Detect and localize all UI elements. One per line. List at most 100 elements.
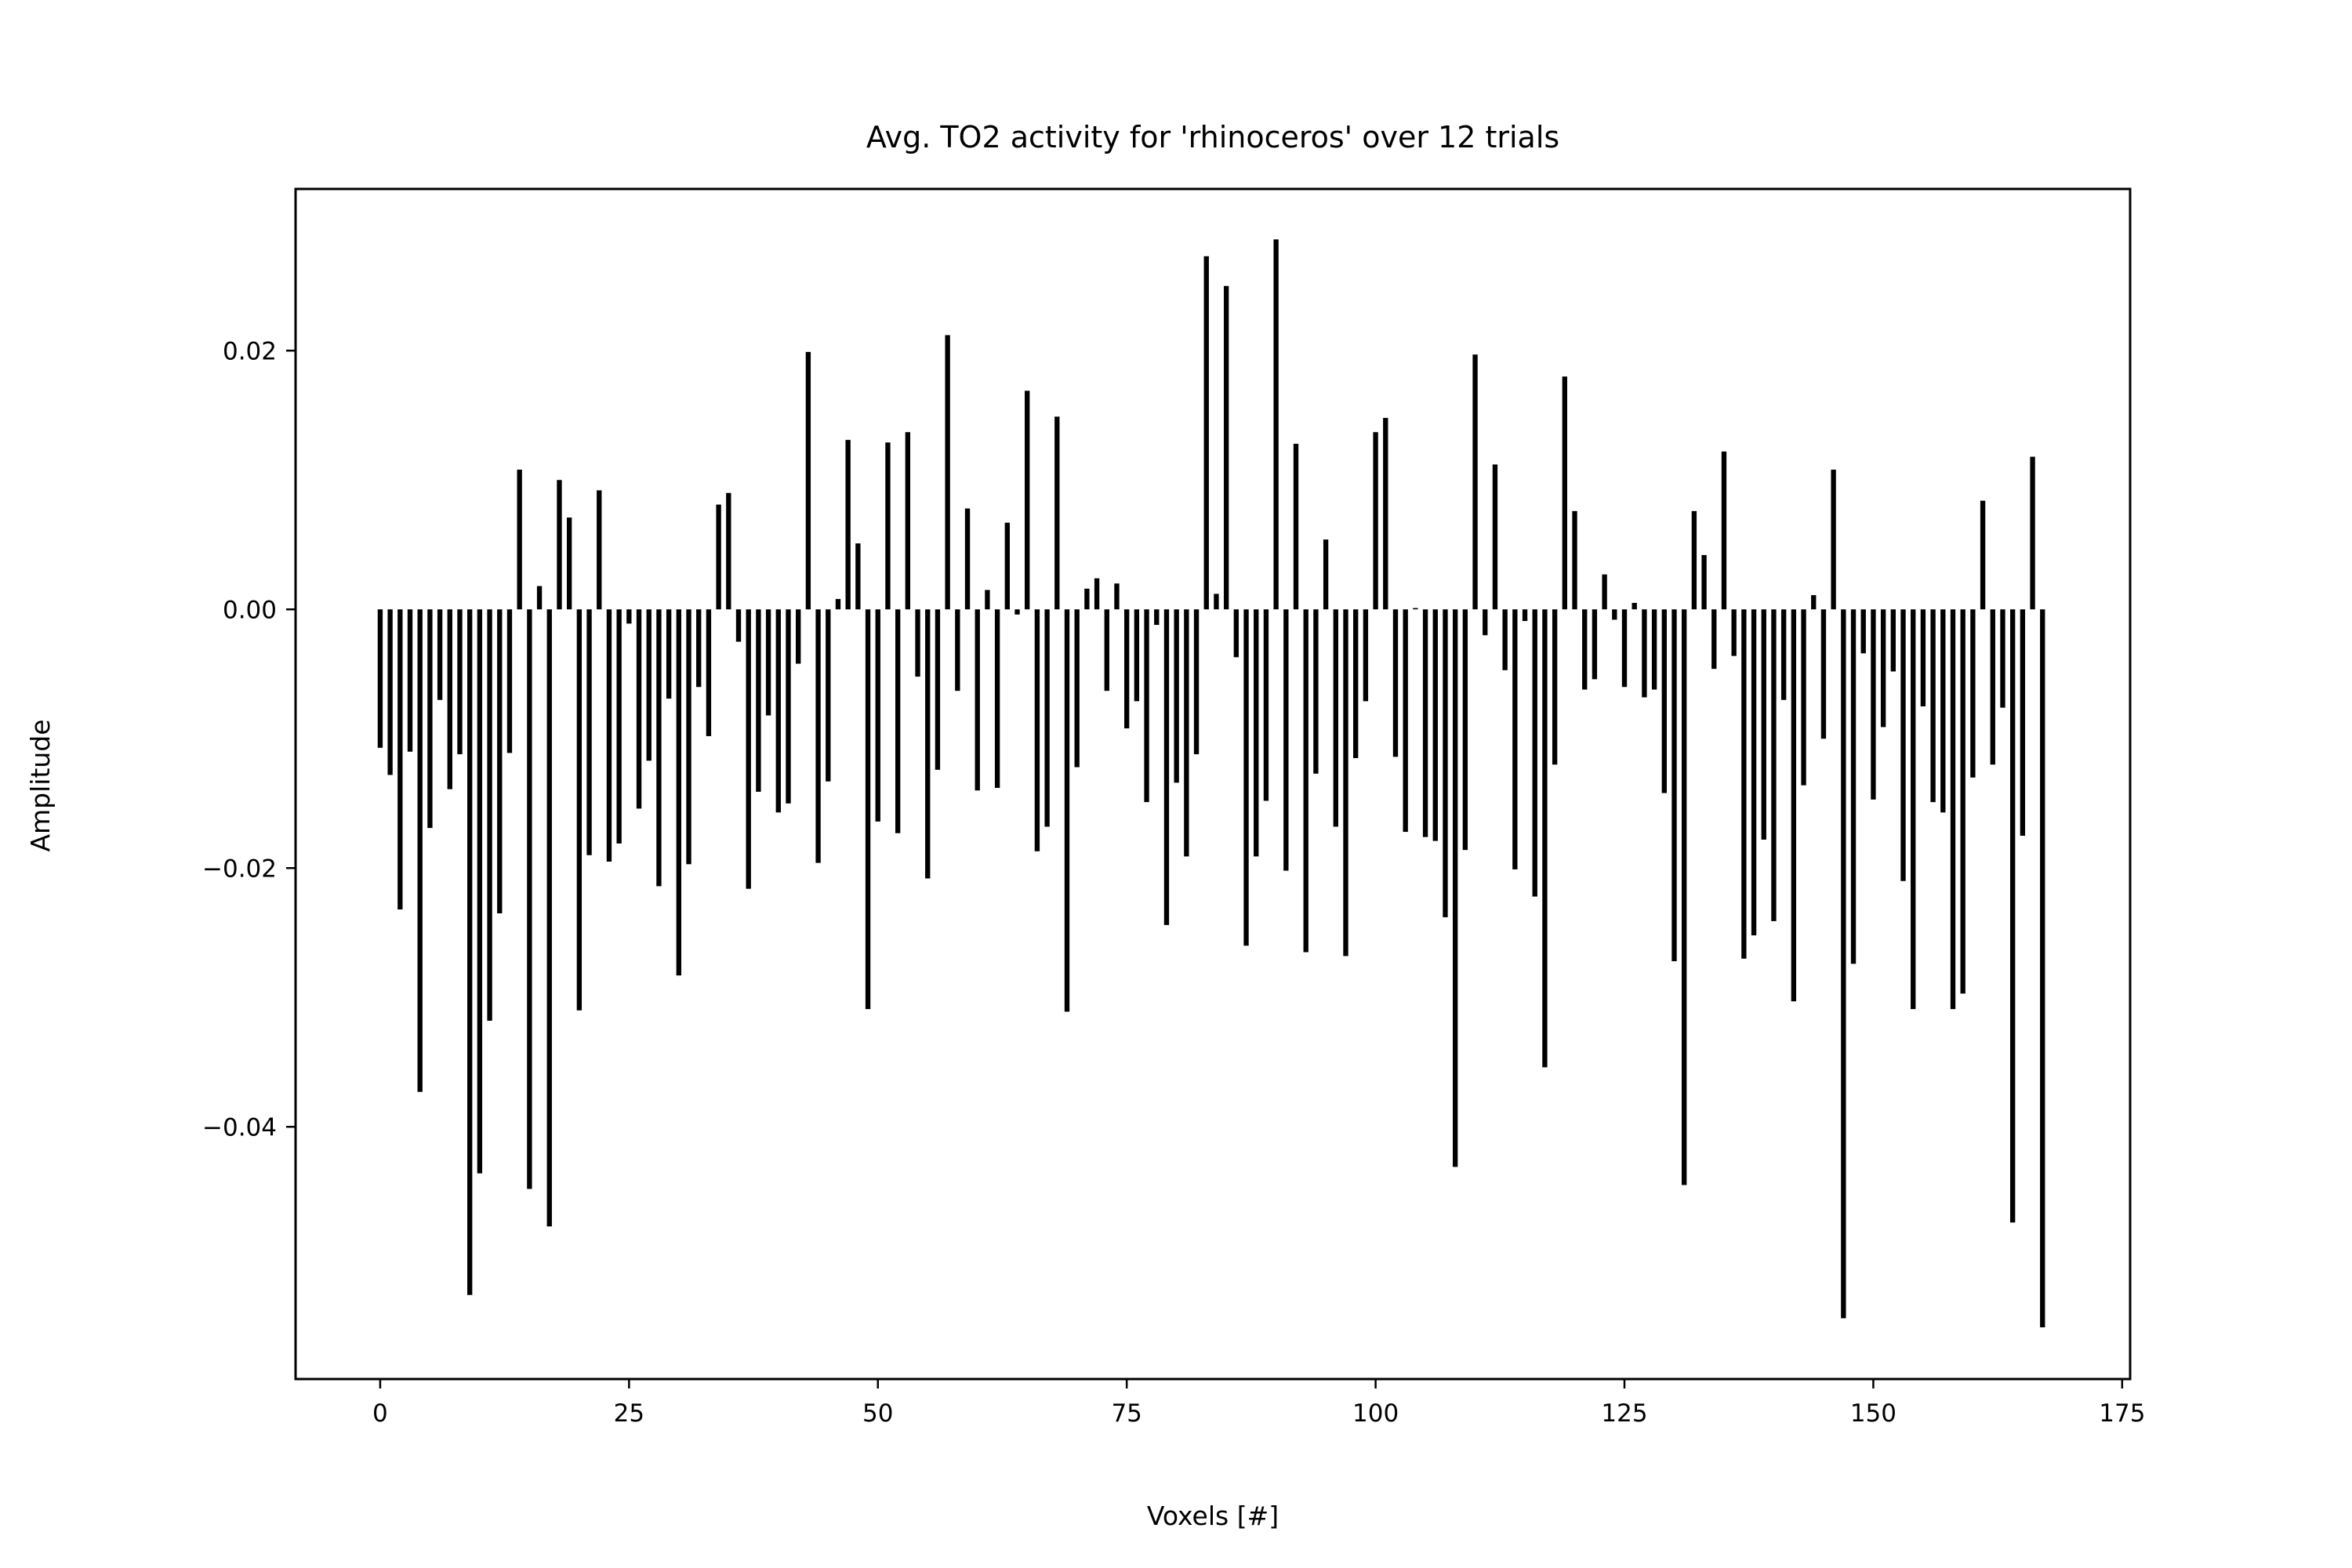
bar-voxel-123 [1602,574,1607,610]
bar-voxel-49 [865,609,871,1010]
bar-voxel-0 [377,609,383,748]
bar-voxel-27 [646,609,652,761]
bar-voxel-159 [1960,609,1965,994]
bar-voxel-104 [1413,608,1418,610]
x-axis-label: Voxels [#] [1147,1501,1279,1531]
bar-voxel-23 [606,609,612,862]
bar-voxel-87 [1243,609,1249,946]
bar-voxel-160 [1970,609,1976,778]
bar-voxel-164 [2010,609,2016,1223]
chart-title: Avg. TO2 activity for 'rhinoceros' over … [866,120,1559,154]
bar-voxel-130 [1671,609,1677,962]
bar-voxel-158 [1950,609,1956,1010]
bar-voxel-36 [735,609,742,642]
bar-voxel-47 [845,440,851,610]
bar-voxel-3 [407,609,413,752]
bar-voxel-64 [1014,609,1020,615]
bar-voxel-100 [1373,432,1378,610]
bar-voxel-122 [1592,609,1598,680]
bar-voxel-70 [1074,609,1080,768]
bar-voxel-78 [1154,609,1160,626]
bar-voxel-156 [1930,609,1936,803]
bar-voxel-44 [815,609,821,863]
bar-voxel-4 [417,609,423,1092]
bar-voxel-66 [1034,609,1040,851]
x-tick-label: 100 [1352,1399,1399,1428]
bar-voxel-165 [2020,609,2026,836]
bar-voxel-110 [1472,354,1478,610]
bar-voxel-102 [1392,609,1399,757]
bar-voxel-126 [1632,603,1637,610]
bar-voxel-167 [2040,609,2045,1327]
bar-voxel-143 [1801,609,1806,786]
bar-voxel-42 [796,609,801,664]
bar-voxel-153 [1900,609,1906,881]
bar-voxel-39 [765,609,771,716]
bar-voxel-115 [1522,609,1528,622]
x-tick-label: 150 [1850,1399,1896,1428]
bar-voxel-85 [1223,285,1229,610]
bar-voxel-24 [616,609,622,844]
bar-voxel-48 [855,543,861,610]
bar-voxel-18 [557,480,562,610]
plot-frame [294,187,2132,1381]
bar-voxel-29 [666,609,672,699]
bar-voxel-155 [1920,609,1926,706]
bar-voxel-74 [1114,583,1120,610]
bar-voxel-37 [746,609,751,889]
bar-voxel-94 [1313,609,1319,774]
bar-voxel-114 [1512,609,1518,869]
bar-voxel-21 [586,609,592,855]
bar-voxel-128 [1651,609,1657,690]
bar-voxel-98 [1353,609,1359,758]
y-ticks: 0.02 0.00 −0.02 −0.04 [202,337,296,1142]
bar-voxel-95 [1323,539,1329,610]
bar-voxel-10 [477,609,483,1174]
bar-voxel-5 [427,609,433,829]
bar-voxel-133 [1701,554,1707,610]
bar-voxel-19 [566,517,572,610]
bar-voxel-55 [925,609,931,879]
bar-voxel-79 [1163,609,1170,925]
bar-voxel-108 [1452,609,1458,1167]
bar-voxel-56 [935,609,941,770]
bar-voxel-91 [1283,609,1289,871]
x-tick-label: 50 [862,1399,893,1428]
bar-voxel-26 [636,609,642,809]
bar-voxel-112 [1492,464,1498,610]
bar-voxel-97 [1343,609,1348,956]
bar-voxel-131 [1682,609,1687,1185]
bar-voxel-40 [775,609,781,813]
bar-voxel-140 [1771,609,1777,921]
bar-voxel-121 [1582,609,1588,690]
bar-voxel-60 [975,609,980,791]
bar-voxel-150 [1871,609,1876,800]
bar-voxel-76 [1134,609,1140,702]
bar-voxel-6 [437,609,443,700]
bar-voxel-101 [1383,418,1388,610]
bar-voxel-162 [1990,609,1995,765]
bar-voxel-83 [1203,256,1209,610]
bar-voxel-163 [2000,609,2005,708]
bar-voxel-17 [546,609,552,1227]
bar-voxel-28 [656,609,662,887]
bar-voxel-52 [895,609,901,833]
bar-voxel-142 [1791,609,1797,1002]
bar-voxel-1 [387,609,393,775]
bar-voxel-152 [1890,609,1896,672]
bar-voxel-62 [994,609,1000,788]
bar-voxel-63 [1004,522,1010,610]
bar-voxel-43 [805,351,811,610]
bar-voxel-154 [1911,609,1916,1010]
bar-voxel-84 [1214,593,1219,610]
bar-voxel-51 [885,442,891,610]
bar-voxel-105 [1422,609,1428,837]
bar-voxel-118 [1552,609,1558,765]
bar-voxel-69 [1064,609,1070,1012]
bar-voxel-22 [597,490,602,610]
bar-voxel-61 [985,590,990,610]
bar-voxel-125 [1621,609,1628,688]
bar-voxel-136 [1731,609,1737,656]
bar-voxel-31 [686,609,691,865]
bar-voxel-32 [696,609,702,688]
